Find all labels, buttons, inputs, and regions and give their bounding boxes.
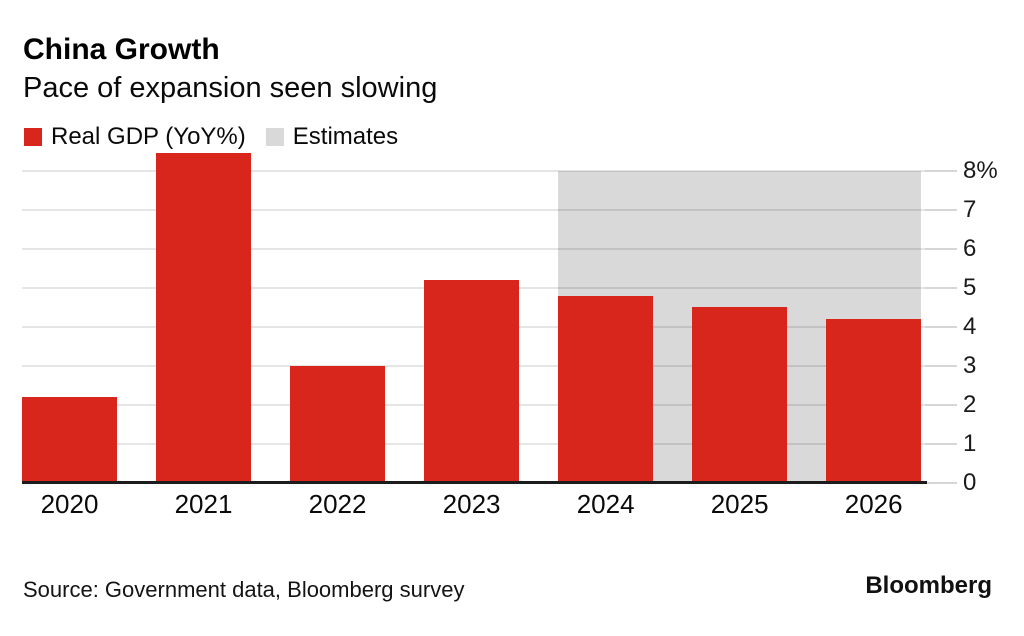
- bloomberg-logo: Bloomberg: [865, 572, 992, 599]
- y-tick: [925, 326, 957, 328]
- y-tick-label: 1: [963, 430, 977, 458]
- x-tick-label: 2022: [308, 489, 367, 519]
- x-axis-labels: 2020 2021 2022 2023 2024 2025 2026: [22, 489, 1002, 521]
- y-tick: [925, 482, 957, 485]
- x-axis-line: [22, 481, 927, 484]
- y-tick-label: 4: [963, 313, 977, 340]
- gdp-series-legend-label: Real GDP (YoY%): [51, 123, 246, 150]
- estimates-legend-label: Estimates: [292, 123, 399, 150]
- y-tick-label: 5: [963, 273, 977, 301]
- bar: [558, 295, 654, 484]
- bar: [156, 153, 252, 484]
- y-tick: [925, 365, 957, 368]
- y-tick: [925, 208, 957, 211]
- x-tick-label: 2020: [40, 489, 99, 519]
- gridline: [22, 247, 925, 250]
- x-tick-label: 2024: [576, 489, 635, 519]
- y-tick: [925, 404, 957, 407]
- estimates-swatch-icon: [265, 128, 284, 146]
- y-tick-label: 0: [963, 469, 977, 497]
- y-tick: [925, 169, 957, 172]
- y-tick: [925, 286, 957, 289]
- x-tick-label: 2025: [710, 489, 769, 519]
- bar: [290, 366, 386, 484]
- source-note: Source: Government data, Bloomberg surve…: [23, 577, 465, 602]
- y-tick-label: 3: [963, 352, 977, 380]
- y-tick: [925, 247, 957, 250]
- plot-area: 8% 7 6 5 4 3 2 1 0: [22, 150, 1022, 496]
- x-tick-label: 2026: [844, 489, 903, 519]
- chart-title: China Growth: [23, 33, 220, 66]
- bar: [22, 397, 117, 484]
- gdp-series-swatch-icon: [24, 128, 42, 146]
- legend: Real GDP (YoY%) Estimates: [24, 123, 418, 150]
- bar: [826, 319, 922, 484]
- y-tick-label: 7: [963, 195, 977, 223]
- gridline: [22, 208, 925, 211]
- bar: [692, 307, 788, 484]
- bar: [424, 280, 520, 484]
- y-tick-label: 2: [963, 391, 977, 419]
- x-tick-label: 2023: [442, 489, 501, 519]
- gridline: [22, 169, 925, 172]
- y-tick: [925, 443, 957, 446]
- y-tick-label: 8%: [963, 156, 998, 184]
- x-tick-label: 2021: [174, 489, 233, 519]
- chart-subtitle: Pace of expansion seen slowing: [23, 72, 438, 104]
- y-tick-label: 6: [963, 234, 977, 262]
